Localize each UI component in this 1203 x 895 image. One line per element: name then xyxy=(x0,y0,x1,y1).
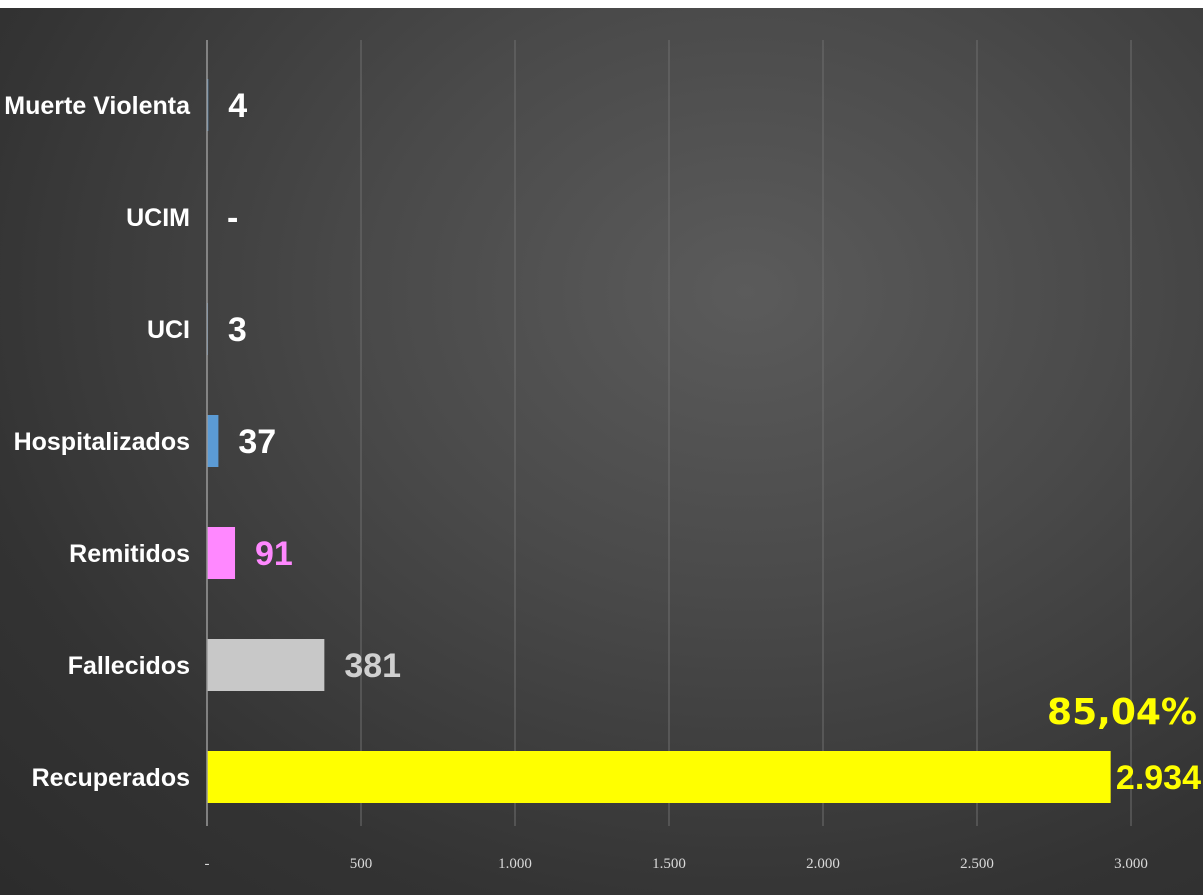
x-tick-label: 1.000 xyxy=(498,856,532,872)
bar xyxy=(207,527,236,579)
category-label: Muerte Violenta xyxy=(4,92,191,120)
x-tick-label: 500 xyxy=(350,856,373,872)
category-label: Recuperados xyxy=(32,764,190,792)
x-tick-label: 1.500 xyxy=(652,856,686,872)
value-label: 91 xyxy=(255,535,293,573)
x-tick-label: 2.000 xyxy=(806,856,840,872)
x-tick-label: 3.000 xyxy=(1114,856,1148,872)
value-label: 3 xyxy=(228,311,247,349)
value-label: 381 xyxy=(344,647,401,685)
bar-chart: - 500 1.000 1.500 2.000 2.500 3.000 Muerte Vio… xyxy=(4,40,1201,872)
value-label: - xyxy=(227,199,238,237)
bar xyxy=(207,751,1111,803)
x-tick-label: - xyxy=(205,856,210,872)
category-label: UCIM xyxy=(126,204,190,232)
category-label: UCI xyxy=(147,316,190,344)
category-label: Fallecidos xyxy=(68,652,190,680)
percentage-annotation: 85,04% xyxy=(1047,692,1197,733)
labels: Muerte Violenta 4 UCIM - UCI 3 Hospitalizados 3… xyxy=(4,87,1201,797)
value-label: 2.934 xyxy=(1116,759,1201,797)
x-tick-label: 2.500 xyxy=(960,856,994,872)
value-label: 4 xyxy=(228,87,247,125)
bars xyxy=(207,79,1111,803)
bar xyxy=(207,415,219,467)
axis: - 500 1.000 1.500 2.000 2.500 3.000 xyxy=(205,40,1148,872)
value-label: 37 xyxy=(238,423,276,461)
bar xyxy=(207,639,325,691)
gridlines xyxy=(360,40,1132,826)
chart-area: - 500 1.000 1.500 2.000 2.500 3.000 Muerte Vio… xyxy=(0,8,1203,895)
category-label: Hospitalizados xyxy=(14,428,190,456)
category-label: Remitidos xyxy=(69,540,190,568)
